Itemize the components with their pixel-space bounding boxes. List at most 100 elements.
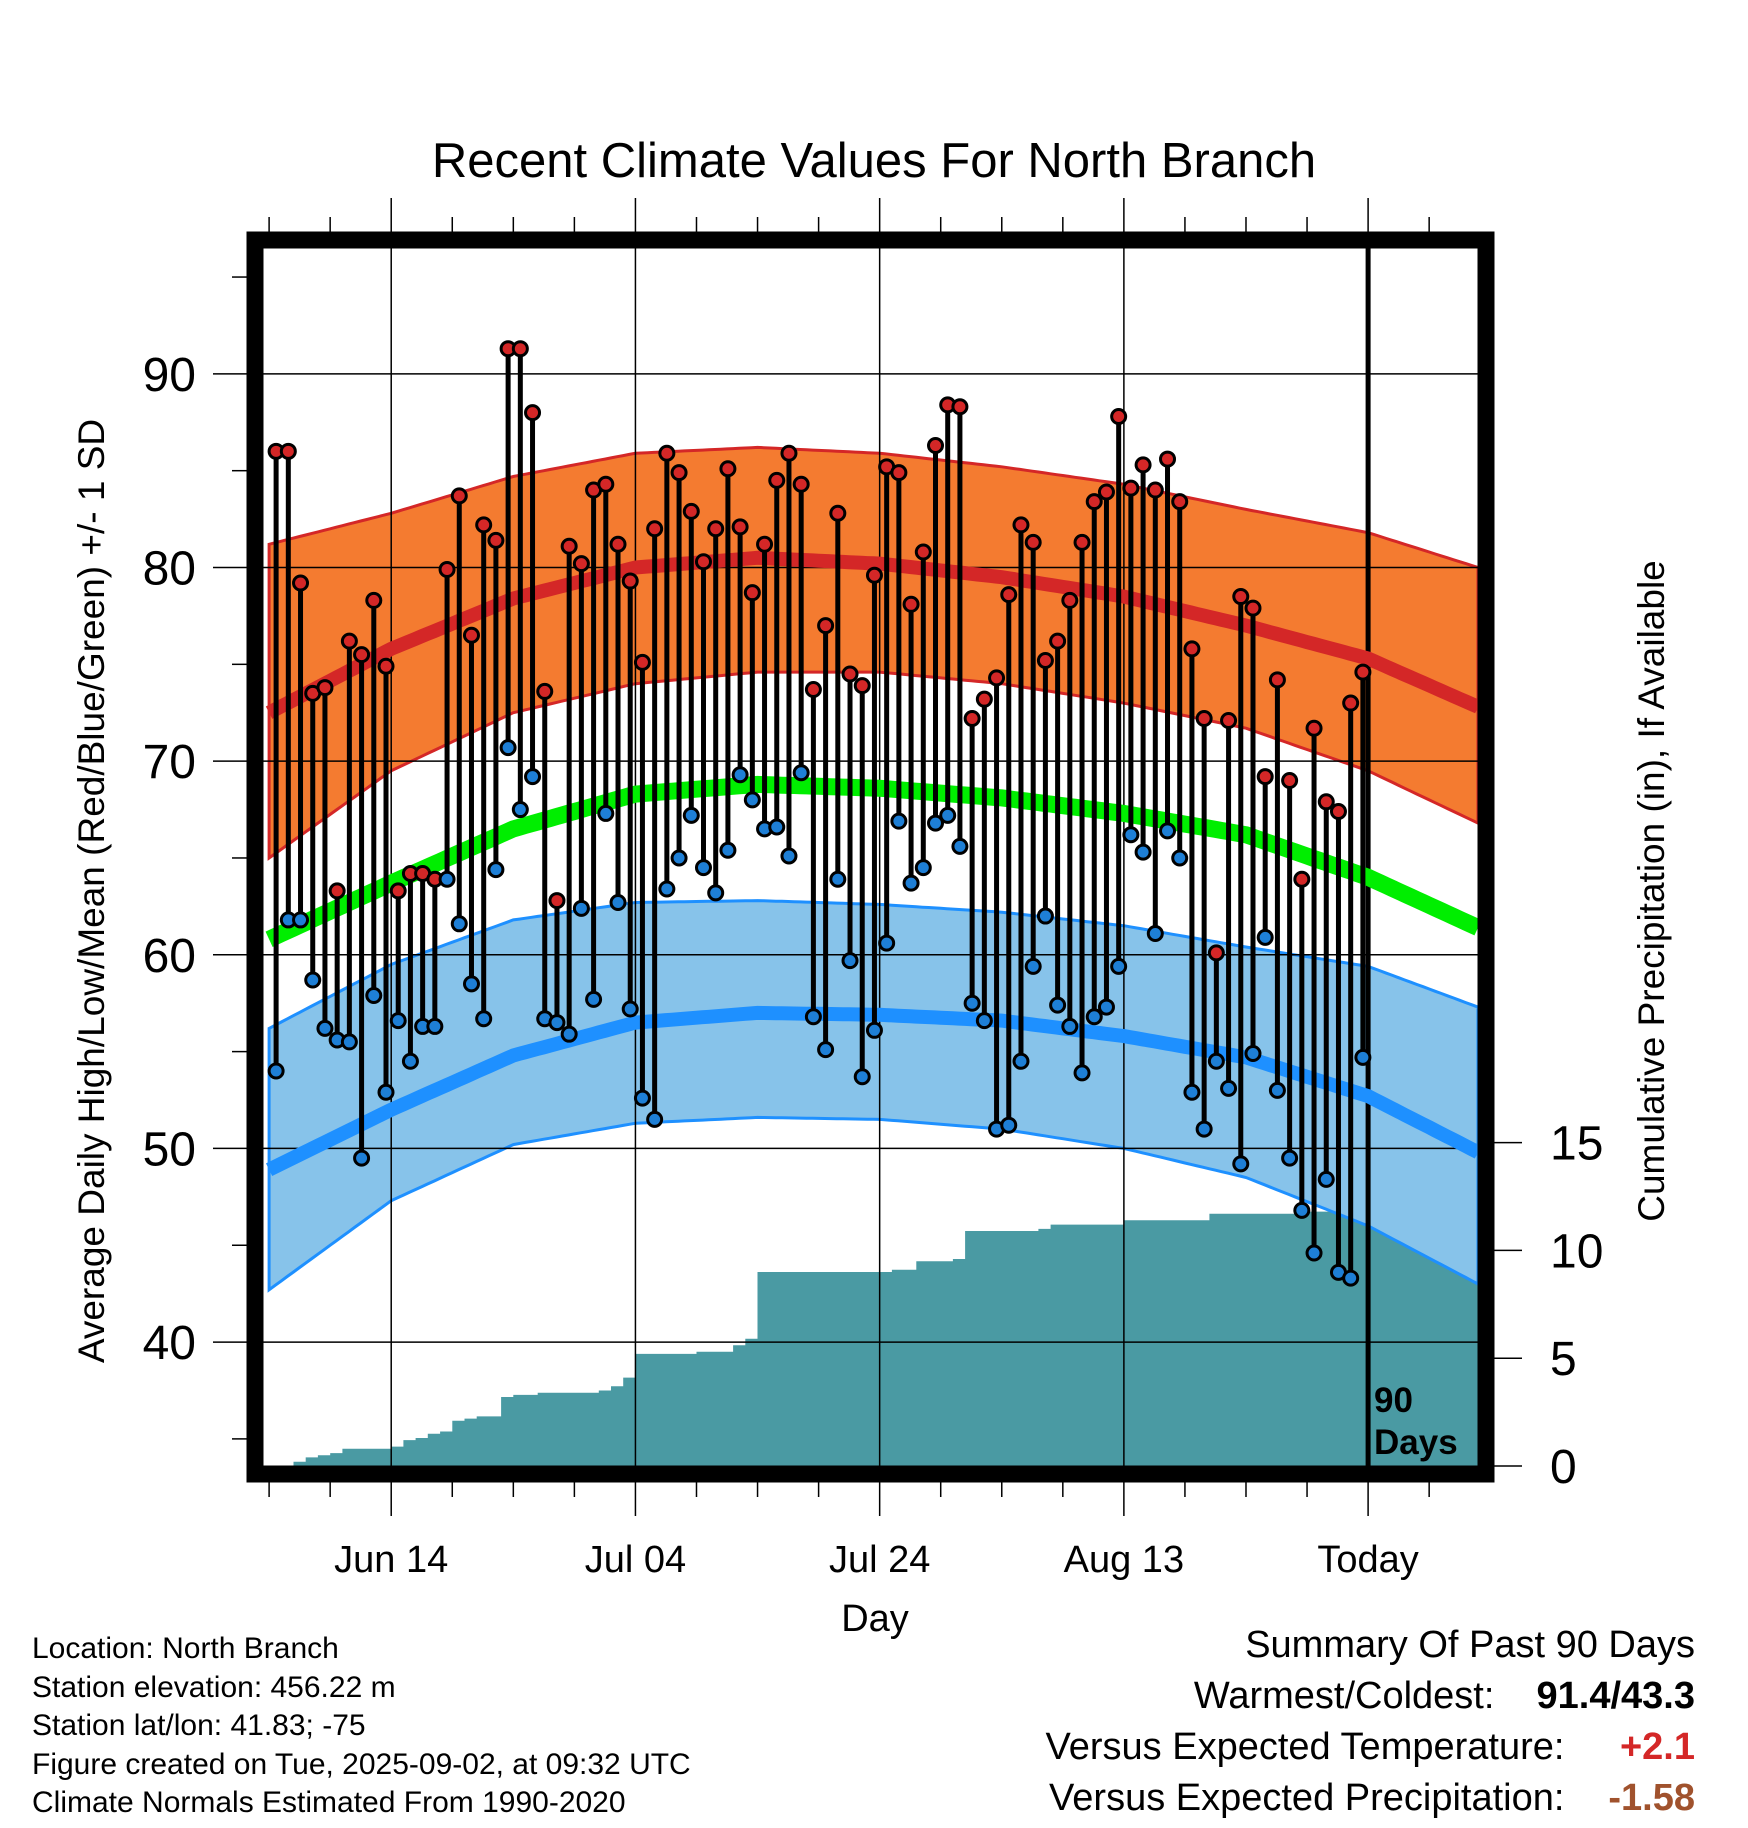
daily-high-dot xyxy=(1317,793,1335,811)
daily-low-dot xyxy=(316,1019,334,1037)
daily-low-dot xyxy=(438,870,456,888)
daily-high-dot xyxy=(1049,632,1067,650)
daily-low-dot xyxy=(1000,1116,1018,1134)
daily-high-dot xyxy=(1256,768,1274,786)
daily-low-dot xyxy=(1207,1052,1225,1070)
summary-precip-value: -1.58 xyxy=(1608,1777,1695,1819)
daily-high-dot xyxy=(365,591,383,609)
daily-low-dot xyxy=(853,1068,871,1086)
daily-high-dot xyxy=(1097,483,1115,501)
window-label: 90 Days xyxy=(1374,1380,1458,1464)
daily-low-dot xyxy=(304,971,322,989)
daily-low-dot xyxy=(865,1021,883,1039)
daily-low-dot xyxy=(450,915,468,933)
daily-high-dot xyxy=(768,471,786,489)
daily-high-dot xyxy=(963,710,981,728)
daily-high-dot xyxy=(279,442,297,460)
daily-high-dot xyxy=(1061,591,1079,609)
daily-high-dot xyxy=(1159,450,1177,468)
daily-low-dot xyxy=(1024,957,1042,975)
daily-low-dot xyxy=(487,861,505,879)
info-elevation: Station elevation: 456.22 m xyxy=(32,1670,396,1704)
y-right-tick-label: 0 xyxy=(1550,1441,1577,1494)
daily-high-dot xyxy=(487,531,505,549)
daily-high-dot xyxy=(914,543,932,561)
daily-high-dot xyxy=(1281,772,1299,790)
daily-high-dot xyxy=(389,882,407,900)
y-axis-right-label: Cumulative Precipitation (in), If Availa… xyxy=(1631,560,1672,1222)
summary-heading: Summary Of Past 90 Days xyxy=(1245,1624,1695,1666)
daily-high-dot xyxy=(524,404,542,422)
summary-precip-row: Versus Expected Precipitation: -1.58 xyxy=(1046,1773,1695,1824)
daily-high-dot xyxy=(1342,694,1360,712)
daily-high-dot xyxy=(377,657,395,675)
daily-high-dot xyxy=(1000,586,1018,604)
window-label-unit: Days xyxy=(1374,1423,1458,1462)
daily-low-dot xyxy=(426,1017,444,1035)
daily-low-dot xyxy=(1220,1079,1238,1097)
daily-low-dot xyxy=(646,1110,664,1128)
daily-low-dot xyxy=(951,837,969,855)
daily-high-dot xyxy=(1305,719,1323,737)
daily-low-dot xyxy=(914,859,932,877)
plot-border xyxy=(246,231,1495,1483)
daily-low-dot xyxy=(939,806,957,824)
daily-high-dot xyxy=(633,653,651,671)
daily-low-dot xyxy=(902,874,920,892)
daily-high-dot xyxy=(597,475,615,493)
daily-low-dot xyxy=(267,1062,285,1080)
daily-low-dot xyxy=(780,847,798,865)
summary-temp-row: Versus Expected Temperature: +2.1 xyxy=(1046,1722,1695,1773)
daily-low-dot xyxy=(1073,1064,1091,1082)
daily-low-dot xyxy=(694,859,712,877)
info-latlon: Station lat/lon: 41.83; -75 xyxy=(32,1709,366,1742)
daily-high-dot xyxy=(328,882,346,900)
daily-low-dot xyxy=(878,934,896,952)
daily-low-dot xyxy=(548,1014,566,1032)
daily-low-dot xyxy=(585,990,603,1008)
daily-high-dot xyxy=(353,646,371,664)
plot-frame xyxy=(246,231,1495,1483)
daily-low-dot xyxy=(1146,924,1164,942)
daily-high-dot xyxy=(853,677,871,695)
daily-low-dot xyxy=(597,804,615,822)
daily-low-dot xyxy=(890,812,908,830)
summary-precip-label: Versus Expected Precipitation: xyxy=(1049,1777,1565,1819)
daily-low-dot xyxy=(841,952,859,970)
summary-temp-label: Versus Expected Temperature: xyxy=(1045,1726,1565,1768)
daily-high-dot xyxy=(719,460,737,478)
daily-low-dot xyxy=(524,768,542,786)
daily-high-dot xyxy=(829,504,847,522)
daily-high-dot xyxy=(1024,533,1042,551)
daily-low-dot xyxy=(1195,1120,1213,1138)
info-location: Location: North Branch xyxy=(32,1632,339,1665)
daily-low-dot xyxy=(1317,1170,1335,1188)
daily-high-dot xyxy=(743,584,761,602)
daily-high-dot xyxy=(548,892,566,910)
daily-low-dot xyxy=(963,994,981,1012)
daily-high-dot xyxy=(609,535,627,553)
daily-low-dot xyxy=(475,1010,493,1028)
daily-high-dot xyxy=(1183,640,1201,658)
daily-high-dot xyxy=(438,560,456,578)
daily-high-dot xyxy=(1244,599,1262,617)
daily-high-dot xyxy=(792,475,810,493)
daily-high-dot xyxy=(682,502,700,520)
daily-low-dot xyxy=(633,1089,651,1107)
daily-low-dot xyxy=(670,849,688,867)
daily-high-dot xyxy=(951,398,969,416)
daily-low-dot xyxy=(1354,1048,1372,1066)
daily-low-dot xyxy=(560,1025,578,1043)
daily-low-dot xyxy=(658,880,676,898)
station-info: Location: North Branch Station elevation… xyxy=(32,1630,691,1823)
daily-dots xyxy=(267,340,1372,1287)
daily-low-dot xyxy=(353,1149,371,1167)
summary-temp-value: +2.1 xyxy=(1619,1726,1695,1768)
y-axis-left-label: Average Daily High/Low/Mean (Red/Blue/Gr… xyxy=(71,418,112,1364)
chart-title: Recent Climate Values For North Branch xyxy=(431,134,1317,188)
daily-high-dot xyxy=(841,665,859,683)
daily-low-dot xyxy=(1293,1201,1311,1219)
daily-low-dot xyxy=(927,814,945,832)
daily-low-dot xyxy=(1244,1045,1262,1063)
daily-high-dot xyxy=(865,566,883,584)
